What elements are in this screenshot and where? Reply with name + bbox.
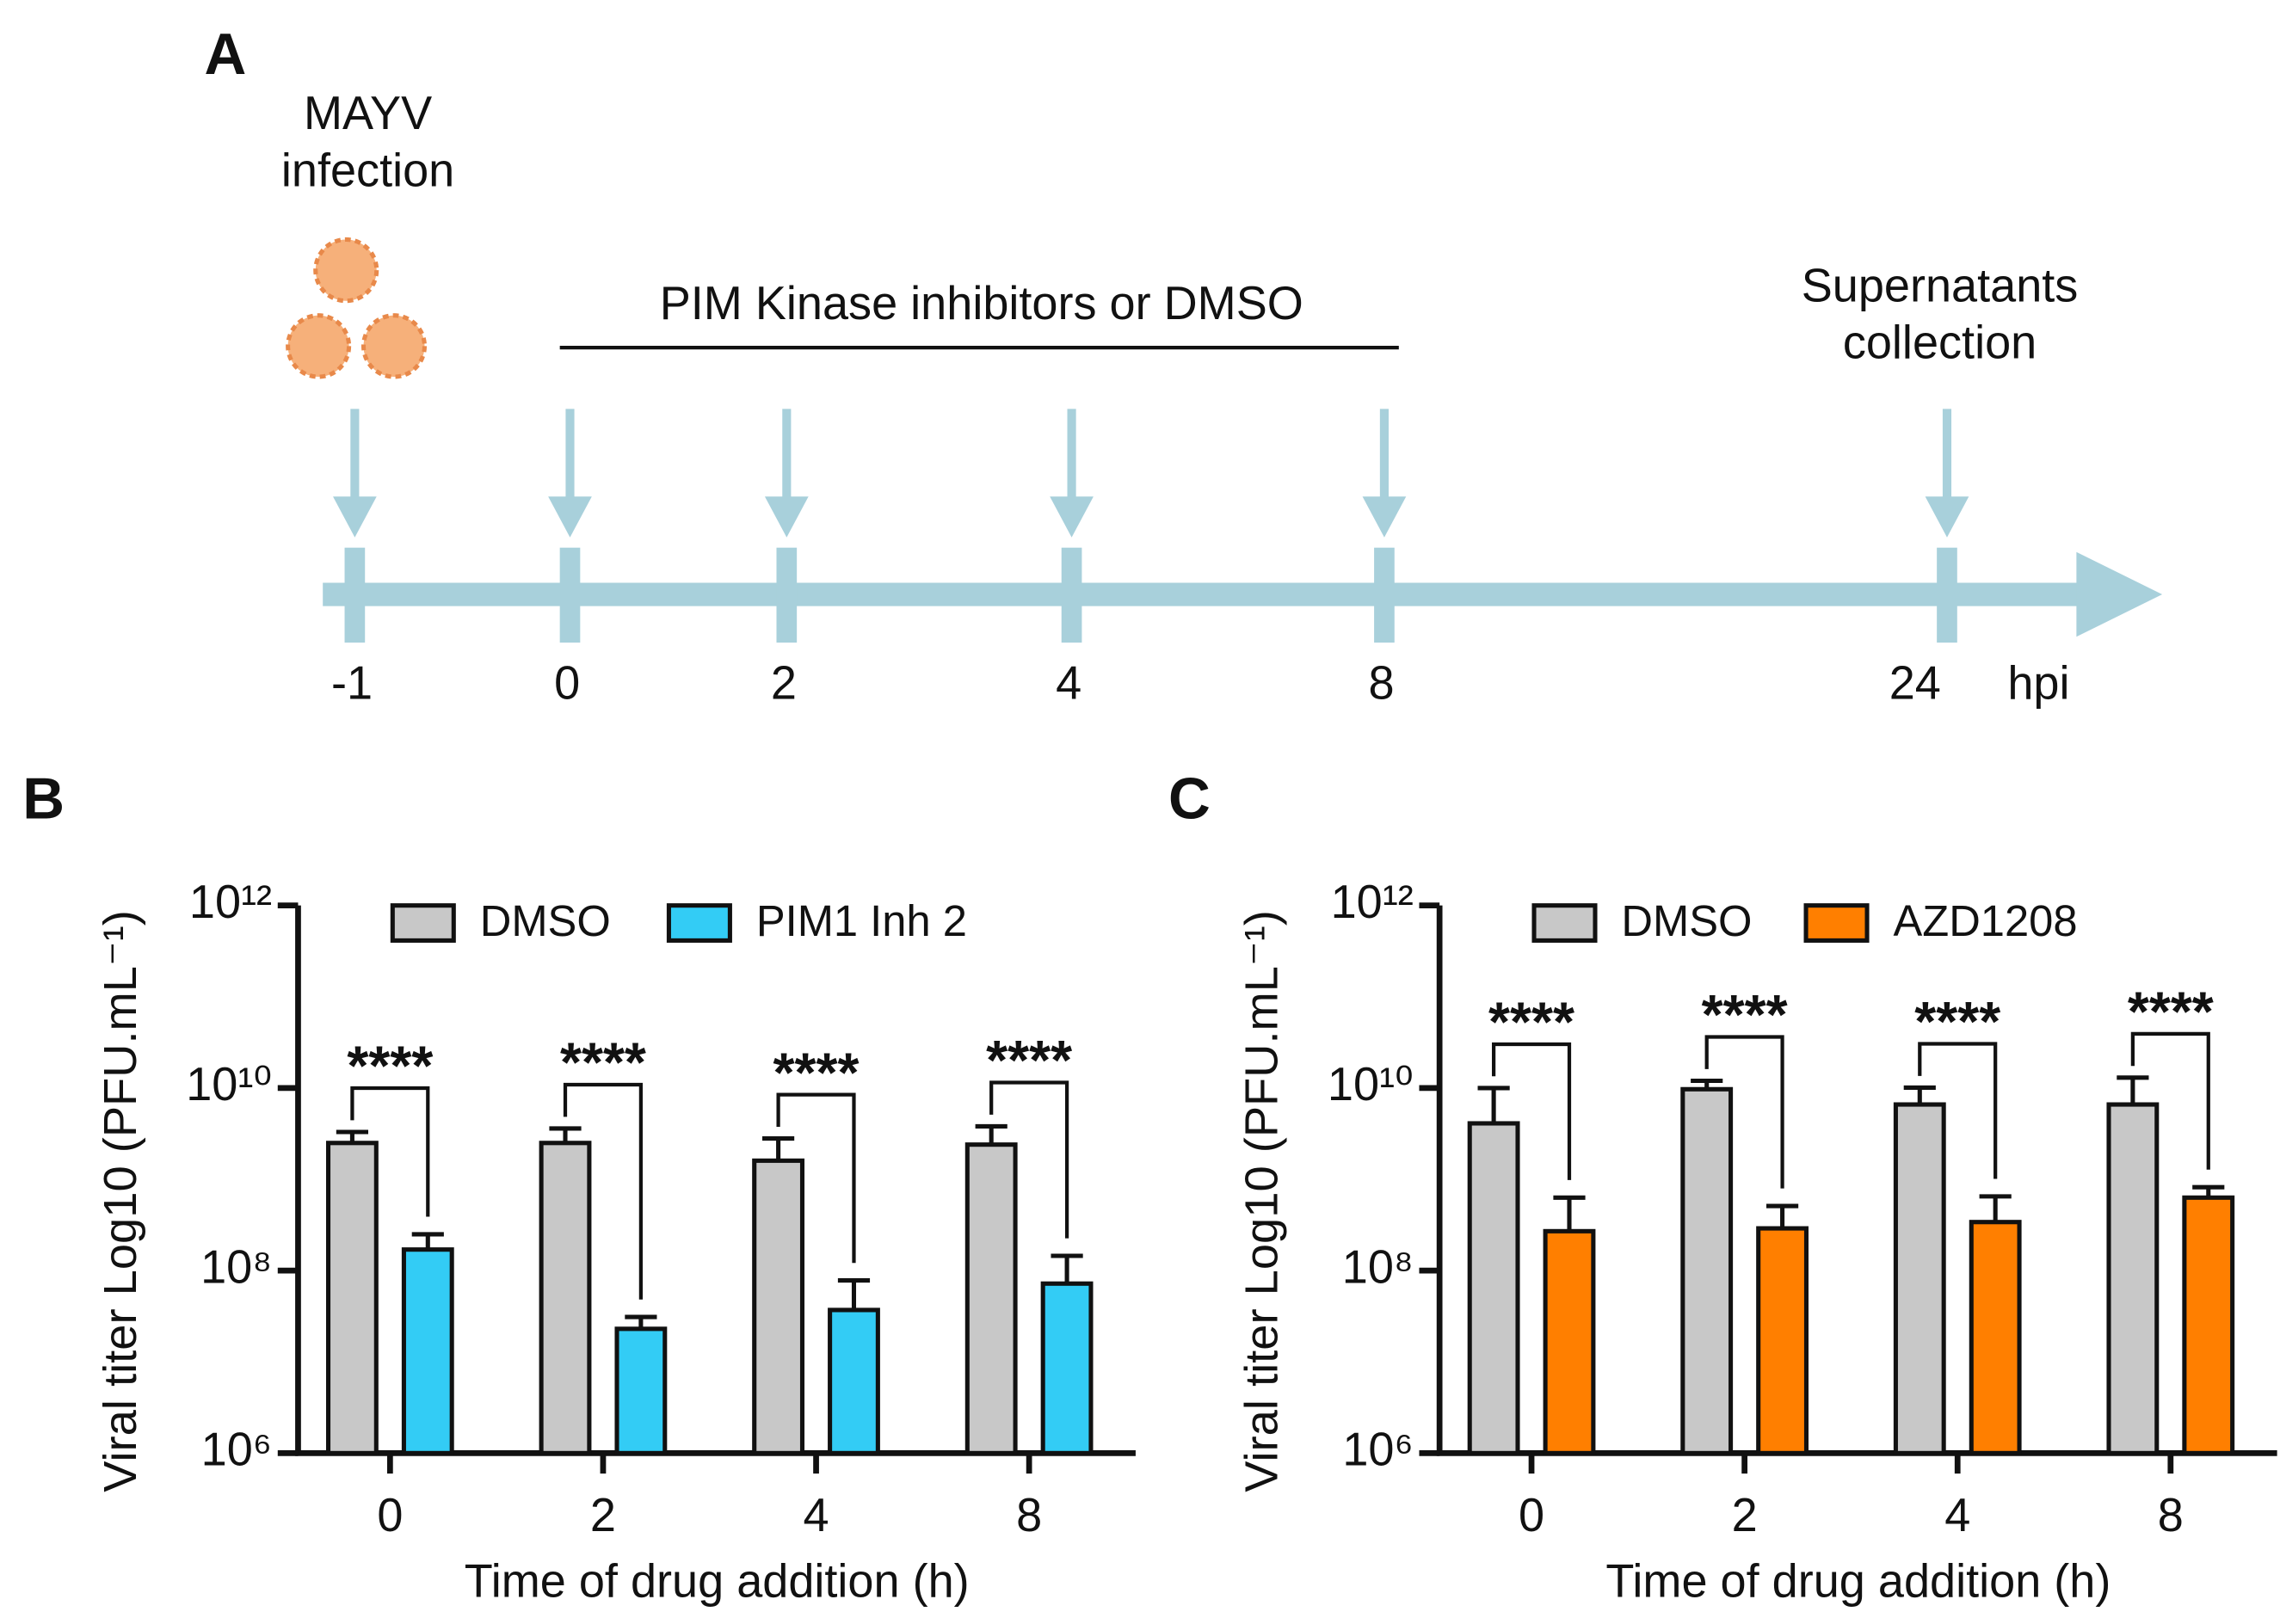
bar	[1893, 1102, 1946, 1455]
significance-bracket	[1704, 1035, 1784, 1189]
timeline-label: Supernatants	[1802, 260, 2079, 311]
virus	[313, 237, 379, 304]
significance-label: ****	[986, 1030, 1072, 1092]
timeline-tick-label: 2	[771, 657, 797, 709]
x-axis-label: Time of drug addition (h)	[465, 1555, 970, 1607]
bar	[1040, 1281, 1094, 1455]
panel-label: C	[1168, 767, 1211, 832]
timeline-label: infection	[281, 145, 454, 196]
y-axis-label: Viral titer Log10 (PFU.mL⁻¹)	[1236, 910, 1288, 1492]
legend-label: AZD1208	[1893, 896, 2077, 945]
x-tick-label: 2	[1732, 1490, 1758, 1541]
timeline-label: collection	[1843, 317, 2037, 369]
y-tick-label: 10⁸	[1342, 1241, 1414, 1293]
legend-label: PIM1 Inh 2	[756, 896, 967, 945]
bar	[325, 1141, 379, 1455]
significance-label: ****	[1488, 991, 1574, 1053]
timeline-arrowhead	[1362, 496, 1407, 538]
legend-swatch	[390, 903, 456, 943]
bar	[964, 1142, 1018, 1455]
legend-label: DMSO	[480, 896, 611, 945]
significance-bracket	[2130, 1031, 2210, 1170]
significance-bracket	[989, 1080, 1069, 1239]
y-axis-label: Viral titer Log10 (PFU.mL⁻¹)	[95, 910, 146, 1492]
timeline-graphic	[286, 237, 2163, 637]
bar	[1969, 1220, 2022, 1455]
bar	[1467, 1121, 1520, 1455]
legend-swatch	[666, 903, 732, 943]
significance-label: ****	[1914, 991, 2000, 1053]
timeline-arrowhead	[1050, 496, 1094, 538]
y-tick-label: 10¹⁰	[186, 1059, 272, 1110]
timeline-arrowhead	[1925, 496, 1969, 538]
bar	[2106, 1102, 2160, 1455]
significance-bracket	[1918, 1042, 1998, 1179]
timeline-tick	[776, 547, 798, 643]
timeline-label: PIM Kinase inhibitors or DMSO	[660, 278, 1303, 329]
significance-label: ****	[773, 1042, 860, 1104]
timeline-tick	[1937, 547, 1957, 643]
timeline-arrowhead	[764, 496, 809, 538]
timeline-arrowhead	[333, 496, 377, 538]
timeline-arrowhead	[2076, 551, 2163, 637]
y-tick-label: 10⁸	[200, 1241, 272, 1293]
timeline-arrowhead	[548, 496, 592, 538]
y-tick-label: 10¹²	[189, 877, 272, 928]
significance-bracket	[350, 1086, 430, 1217]
timeline-label: MAYV	[304, 88, 432, 139]
significance-bracket	[1491, 1042, 1572, 1180]
bar	[752, 1158, 805, 1455]
timeline-tick	[344, 547, 366, 643]
bar	[539, 1141, 592, 1455]
timeline-tick	[559, 547, 581, 643]
x-axis-label: Time of drug addition (h)	[1605, 1555, 2111, 1607]
timeline-tick-label: 0	[554, 657, 580, 709]
timeline-tick	[1374, 547, 1395, 643]
y-tick-label: 10¹⁰	[1328, 1059, 1414, 1110]
bar	[1543, 1228, 1596, 1455]
bar	[614, 1326, 668, 1455]
x-tick-label: 2	[590, 1490, 616, 1541]
bar	[828, 1307, 880, 1455]
legend-swatch	[1531, 903, 1598, 943]
timeline-unit: hpi	[2007, 657, 2069, 709]
timeline-tick	[1061, 547, 1082, 643]
y-tick-label: 10⁶	[201, 1424, 272, 1476]
virus	[360, 313, 428, 379]
x-tick-label: 0	[1519, 1490, 1544, 1541]
significance-bracket	[563, 1082, 644, 1300]
virus-icons	[286, 237, 428, 379]
x-tick-label: 8	[1016, 1490, 1042, 1541]
legend-swatch	[1803, 903, 1870, 943]
virus	[286, 313, 352, 379]
bar	[1756, 1226, 1809, 1455]
timeline-tick-label: 4	[1056, 657, 1081, 709]
panel-label: B	[22, 767, 65, 832]
timeline-tick-label: 24	[1889, 657, 1941, 709]
x-tick-label: 4	[1944, 1490, 1970, 1541]
x-tick-label: 8	[2158, 1490, 2184, 1541]
bar	[401, 1247, 454, 1455]
significance-bracket	[776, 1092, 856, 1264]
significance-label: ****	[560, 1032, 646, 1094]
legend-label: DMSO	[1621, 896, 1752, 945]
x-tick-label: 4	[804, 1490, 829, 1541]
panel-label: A	[205, 22, 247, 87]
y-tick-label: 10¹²	[1331, 877, 1414, 928]
y-tick-label: 10⁶	[1342, 1424, 1413, 1476]
x-tick-label: 0	[377, 1490, 403, 1541]
bar	[1680, 1086, 1734, 1455]
significance-label: ****	[1702, 984, 1788, 1046]
timeline-tick-label: -1	[331, 657, 373, 709]
significance-label: ****	[347, 1036, 433, 1098]
timeline-tick-label: 8	[1369, 657, 1395, 709]
significance-label: ****	[2128, 981, 2214, 1043]
bar	[2182, 1195, 2235, 1455]
